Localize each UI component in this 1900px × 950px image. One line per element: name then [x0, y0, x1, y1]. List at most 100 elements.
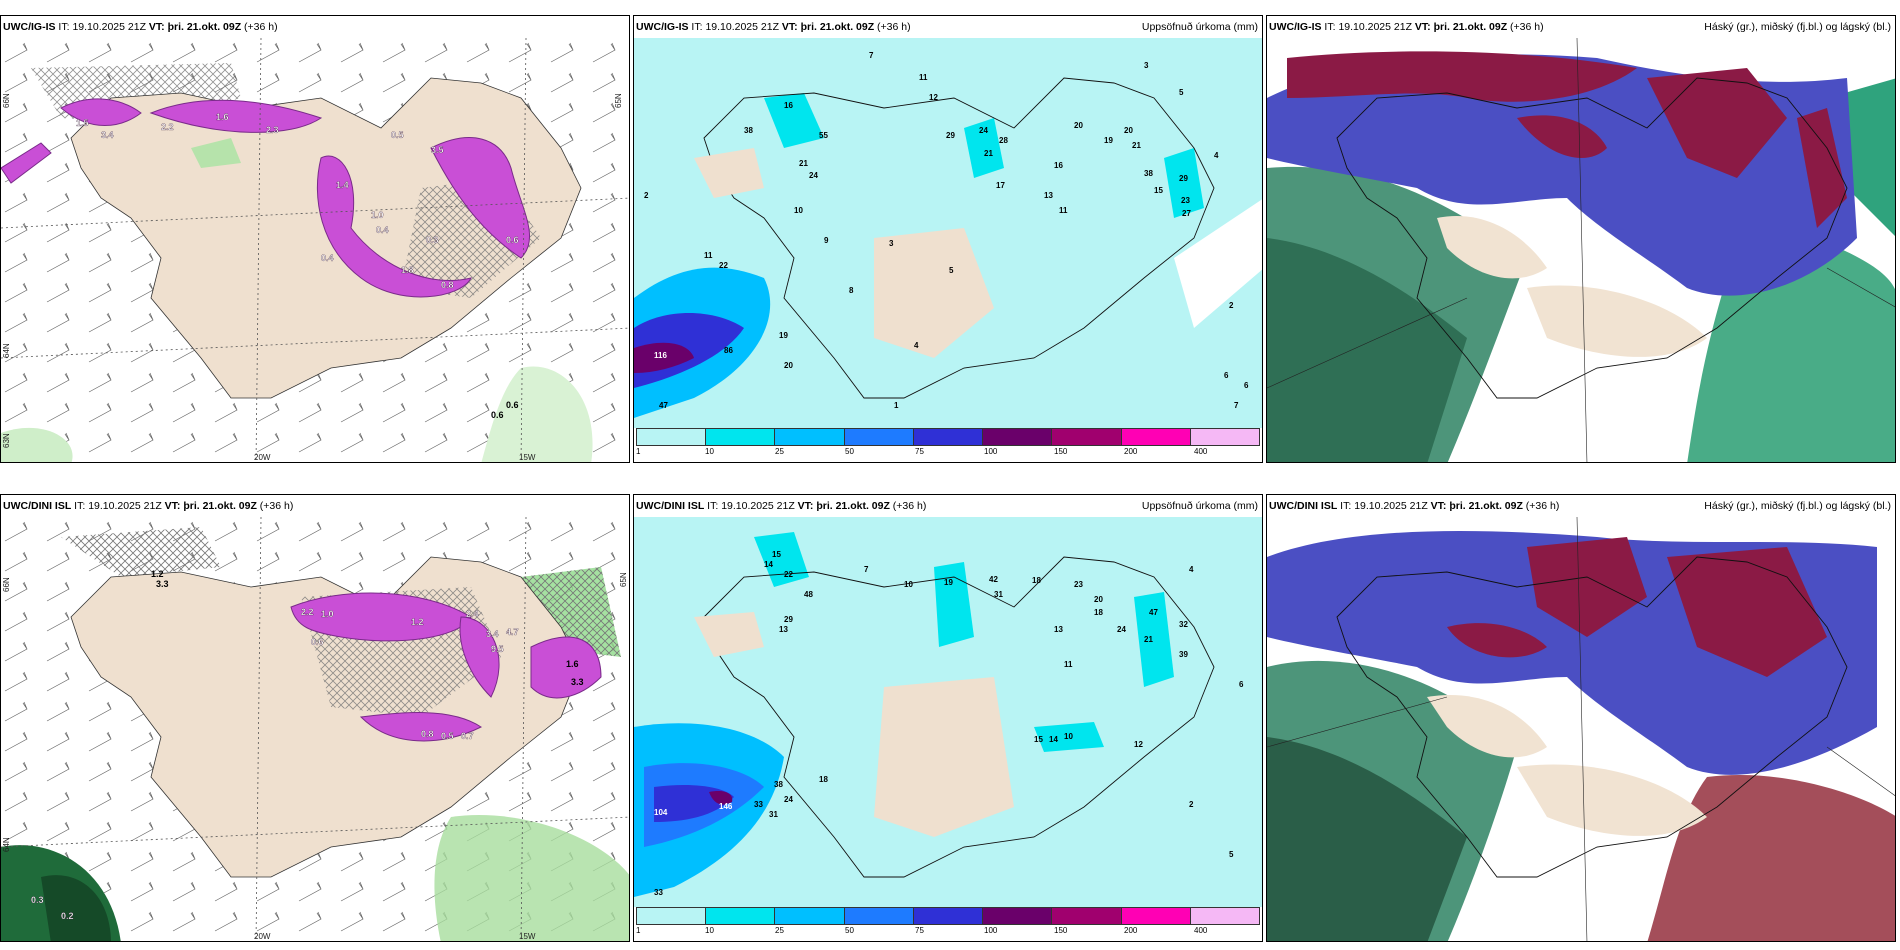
model-name: UWC/DINI ISL [3, 500, 72, 512]
value-label: 6 [1239, 680, 1244, 689]
iceland-land [703, 556, 1215, 878]
colorbar-tick: 25 [775, 926, 784, 935]
value-label: 16 [1054, 161, 1063, 170]
value-label: 47 [1149, 608, 1158, 617]
map-title: Uppsöfnuð úrkoma (mm) [1141, 21, 1258, 33]
precip-map: 15 14 22 48 29 13 19 42 31 18 23 20 18 4… [634, 517, 1262, 909]
value-label: 0.4 [321, 253, 334, 263]
value-label: 19 [779, 331, 788, 340]
colorbar-cell [912, 428, 983, 446]
value-label: 4 [1189, 565, 1194, 574]
value-label: 2.2 [161, 122, 174, 132]
colorbar-tick: 1 [636, 926, 641, 935]
colorbar-tick: 100 [984, 447, 998, 456]
colorbar-tick: 50 [845, 447, 854, 456]
panel-header: UWC/IG-IS IT: 19.10.2025 21Z VT: þri. 21… [634, 16, 1262, 38]
value-label: 11 [1059, 206, 1068, 215]
value-label: 13 [1044, 191, 1053, 200]
value-label: 3.3 [571, 677, 584, 687]
lat-label: 65N [614, 93, 623, 108]
value-label: 21 [1144, 635, 1153, 644]
colorbar-tick: 150 [1054, 926, 1068, 935]
wind-map: 1.5 3.4 1.6 2.3 3.5 1.0 0.5 0.4 0.3 1.8 … [1, 38, 629, 462]
it-label: IT: [74, 500, 86, 512]
value-label: 21 [984, 149, 993, 158]
value-label: 39 [1179, 650, 1188, 659]
value-label: 38 [774, 780, 783, 789]
vt-value: þri. 21.okt. 09Z [800, 21, 875, 33]
precip-values: 15 14 22 48 29 13 19 42 31 18 23 20 18 4… [654, 550, 1244, 897]
lead-time: (+36 h) [259, 500, 294, 512]
panel-dini-clouds: UWC/DINI ISL IT: 19.10.2025 21Z VT: þri.… [1266, 494, 1896, 942]
value-label: 14 [1049, 735, 1058, 744]
value-label: 86 [724, 346, 733, 355]
value-label: 0.6 [506, 235, 519, 245]
value-label: 29 [1179, 174, 1188, 183]
panel-header: UWC/IG-IS IT: 19.10.2025 21Z VT: þri. 21… [1, 16, 629, 38]
colorbar-tick: 25 [775, 447, 784, 456]
it-label: IT: [707, 500, 719, 512]
precip-values: 7 11 12 16 55 38 21 24 10 9 8 22 11 2 3 … [644, 51, 1249, 410]
it-value: 19.10.2025 21Z [705, 21, 779, 33]
vt-label: VT: [1430, 500, 1447, 512]
colorbar-cell [982, 907, 1052, 925]
value-label: 3 [1144, 61, 1149, 70]
vt-label: VT: [164, 500, 181, 512]
value-label: 0.8 [421, 729, 434, 739]
value-label: 33 [654, 888, 663, 897]
value-label: 12 [1134, 740, 1143, 749]
value-label: 0.3 [426, 235, 439, 245]
value-label: 27 [1182, 209, 1191, 218]
colorbar-cell [912, 907, 983, 925]
panel-dini-precip: UWC/DINI ISL IT: 19.10.2025 21Z VT: þri.… [633, 494, 1263, 942]
panel-igis-winds: UWC/IG-IS IT: 19.10.2025 21Z VT: þri. 21… [0, 15, 630, 463]
value-label: 32 [1179, 620, 1188, 629]
colorbar-cell [1189, 428, 1260, 446]
colorbar-cell [1120, 907, 1190, 925]
colorbar-tick: 1 [636, 447, 641, 456]
value-label: 0.5 [391, 130, 404, 140]
model-name: UWC/IG-IS [3, 21, 56, 33]
colorbar-cell [843, 428, 913, 446]
panel-header: UWC/DINI ISL IT: 19.10.2025 21Z VT: þri.… [634, 495, 1262, 517]
lead-time: (+36 h) [1510, 21, 1544, 33]
colorbar-tick: 75 [915, 447, 924, 456]
value-label: 15 [1034, 735, 1043, 744]
vt-label: VT: [797, 500, 814, 512]
it-label: IT: [58, 21, 70, 33]
value-label: 16 [784, 101, 793, 110]
value-label: 42 [989, 575, 998, 584]
value-label: 1.2 [151, 569, 164, 579]
value-label: 23 [1074, 580, 1083, 589]
value-label: 22 [719, 261, 728, 270]
colorbar-cells [636, 907, 1260, 925]
colorbar-cell [705, 907, 775, 925]
map-title: Háský (gr.), miðský (fj.bl.) og lágský (… [1704, 21, 1891, 33]
value-label: 48 [804, 590, 813, 599]
value-label: 116 [654, 351, 667, 360]
panel-igis-clouds: UWC/IG-IS IT: 19.10.2025 21Z VT: þri. 21… [1266, 15, 1896, 463]
value-label: 3.4 [486, 629, 499, 639]
value-label: 8 [849, 286, 854, 295]
colorbar-cell [1051, 907, 1121, 925]
value-label: 10 [794, 206, 803, 215]
value-label: 13 [779, 625, 788, 634]
value-label: 2.3 [266, 125, 279, 135]
value-label: 29 [946, 131, 955, 140]
value-label: 11 [704, 251, 713, 260]
iceland-land [1336, 77, 1848, 399]
value-label: 15 [1154, 186, 1163, 195]
value-label: 5 [1179, 88, 1184, 97]
value-label: 1.6 [216, 112, 229, 122]
value-label: 9 [824, 236, 829, 245]
model-name: UWC/DINI ISL [636, 500, 705, 512]
value-label: 7 [1234, 401, 1239, 410]
value-labels: 1.2 3.3 2.2 1.0 0.6 3.4 4.7 9.5 0.8 0.5 … [31, 569, 584, 921]
colorbar-tick: 200 [1124, 447, 1138, 456]
it-value: 19.10.2025 21Z [1354, 500, 1428, 512]
iceland-land [1336, 556, 1848, 878]
value-label: 20 [1124, 126, 1133, 135]
value-label: 11 [919, 73, 928, 82]
map-title: Háský (gr.), miðský (fj.bl.) og lágský (… [1704, 500, 1891, 512]
vt-value: þri. 21.okt. 09Z [1433, 21, 1508, 33]
